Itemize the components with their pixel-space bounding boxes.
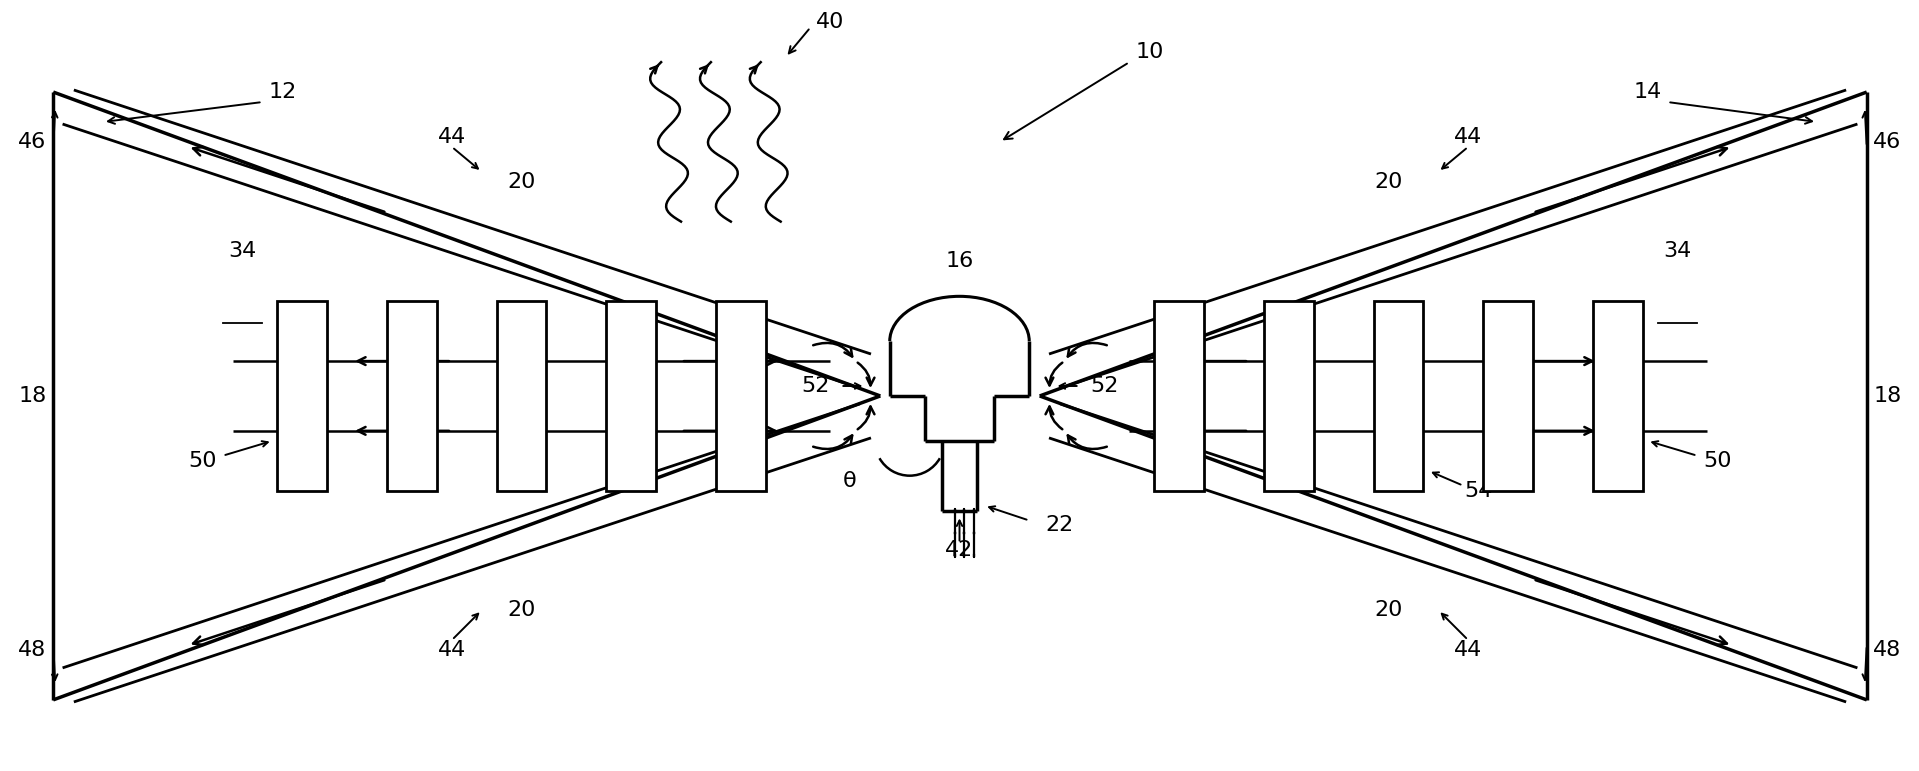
Bar xyxy=(1265,301,1315,490)
Bar xyxy=(1483,301,1533,490)
Text: 20: 20 xyxy=(1374,172,1403,192)
Text: 12: 12 xyxy=(269,82,297,102)
Text: 46: 46 xyxy=(1873,132,1902,152)
Bar xyxy=(1593,301,1643,490)
Bar xyxy=(278,301,328,490)
Text: 44: 44 xyxy=(1455,640,1481,660)
Text: 50: 50 xyxy=(188,451,217,471)
Bar xyxy=(606,301,656,490)
Text: 34: 34 xyxy=(1664,241,1691,261)
Text: 18: 18 xyxy=(1873,386,1902,406)
Text: 20: 20 xyxy=(507,600,535,620)
Text: 22: 22 xyxy=(1046,516,1073,536)
Text: 16: 16 xyxy=(946,251,973,271)
Text: θ: θ xyxy=(842,470,856,490)
Bar xyxy=(1155,301,1203,490)
Text: 52: 52 xyxy=(1090,376,1119,396)
Bar xyxy=(716,301,766,490)
Text: 42: 42 xyxy=(946,540,973,561)
Text: 44: 44 xyxy=(1455,127,1481,147)
Text: 54: 54 xyxy=(1464,480,1493,500)
Text: 52: 52 xyxy=(802,376,829,396)
Text: 10: 10 xyxy=(1136,42,1163,62)
Text: 34: 34 xyxy=(228,241,257,261)
Text: 50: 50 xyxy=(1702,451,1731,471)
Text: 40: 40 xyxy=(816,12,844,32)
Text: 48: 48 xyxy=(1873,640,1902,660)
Text: 20: 20 xyxy=(1374,600,1403,620)
Text: 46: 46 xyxy=(19,132,46,152)
Text: 20: 20 xyxy=(507,172,535,192)
Text: 44: 44 xyxy=(438,127,466,147)
Text: 14: 14 xyxy=(1633,82,1662,102)
Text: 18: 18 xyxy=(19,386,46,406)
Text: 48: 48 xyxy=(19,640,46,660)
Bar xyxy=(388,301,438,490)
Text: 44: 44 xyxy=(438,640,466,660)
Bar xyxy=(1374,301,1424,490)
Bar xyxy=(497,301,547,490)
